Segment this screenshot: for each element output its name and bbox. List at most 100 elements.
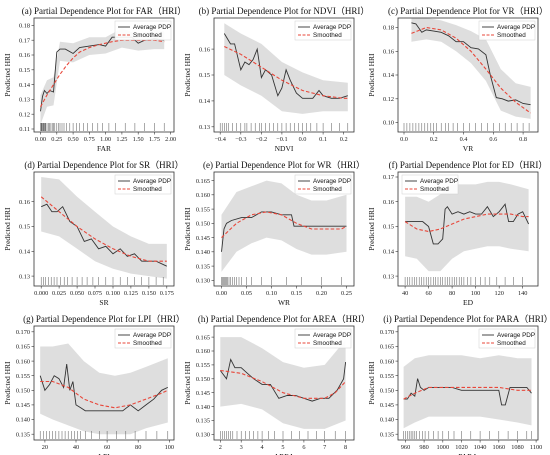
legend-label-pdp: Average PDP xyxy=(313,332,351,339)
legend-label-smoothed: Smoothed xyxy=(133,186,162,193)
series-smoothed xyxy=(40,196,167,262)
x-tick-label: 0.00 xyxy=(35,136,46,143)
x-tick-label: 20 xyxy=(42,444,48,451)
y-tick-label: 0.160 xyxy=(16,358,30,365)
x-tick-label: 0.8 xyxy=(519,136,527,143)
x-tick-label: 0.4 xyxy=(460,136,469,143)
y-tick-label: 0.12 xyxy=(383,96,394,103)
y-tick-label: 0.160 xyxy=(380,358,394,365)
x-tick-label: 0.0 xyxy=(400,136,408,143)
x-tick-label: 0.75 xyxy=(84,136,95,143)
x-tick-label: 40 xyxy=(73,444,79,451)
x-tick-label: 0.00 xyxy=(216,290,227,297)
y-tick-label: 0.165 xyxy=(380,344,394,351)
confidence-band xyxy=(40,343,168,435)
legend-label-pdp: Average PDP xyxy=(420,178,458,185)
x-tick-label: −0.2 xyxy=(256,136,267,143)
x-tick-label: 100 xyxy=(165,444,174,451)
x-tick-label: 1.75 xyxy=(149,136,160,143)
y-tick-label: 0.16 xyxy=(383,199,394,206)
x-tick-label: 0.025 xyxy=(52,290,66,297)
x-tick-label: 0.10 xyxy=(266,290,277,297)
x-tick-label: 60 xyxy=(104,444,110,451)
x-tick-label: 4 xyxy=(261,444,265,451)
chart-panel: (d) Partial Dependence Plot for SR（HRI） 0… xyxy=(3,160,184,307)
x-axis-label: NDVI xyxy=(275,144,294,153)
x-tick-label: 0.15 xyxy=(291,290,302,297)
chart-panel: (b) Partial Dependence Plot for NDVI（HRI… xyxy=(183,6,369,153)
y-tick-label: 0.16 xyxy=(199,46,210,53)
legend-label-smoothed: Smoothed xyxy=(313,32,342,39)
y-tick-label: 0.150 xyxy=(380,388,394,395)
x-tick-label: 1.50 xyxy=(133,136,144,143)
confidence-band xyxy=(220,337,346,429)
y-tick-label: 0.135 xyxy=(16,431,30,438)
y-tick-label: 0.140 xyxy=(196,249,210,256)
series-average-pdp xyxy=(403,378,532,406)
legend-label-pdp: Average PDP xyxy=(133,178,171,185)
legend-label-smoothed: Smoothed xyxy=(497,32,526,39)
y-tick-label: 0.15 xyxy=(19,67,30,74)
x-tick-label: 0.20 xyxy=(316,290,327,297)
x-tick-label: 0.000 xyxy=(34,290,48,297)
y-tick-label: 0.130 xyxy=(196,432,210,439)
x-tick-label: 0.05 xyxy=(241,290,252,297)
y-tick-label: 0.16 xyxy=(19,199,30,206)
y-axis-label: Predicted HRI xyxy=(367,207,376,251)
chart-panel: (a) Partial Dependence Plot for FAR（HRI）… xyxy=(3,6,186,153)
legend-label-pdp: Average PDP xyxy=(133,24,171,31)
y-tick-label: 0.14 xyxy=(383,72,395,79)
y-tick-label: 0.170 xyxy=(16,329,30,336)
x-tick-label: 0.0 xyxy=(299,136,307,143)
x-tick-label: 40 xyxy=(402,290,408,297)
x-tick-label: 1080 xyxy=(511,444,524,451)
x-tick-label: 140 xyxy=(518,290,527,297)
legend-label-smoothed: Smoothed xyxy=(420,186,449,193)
series-smoothed xyxy=(411,26,531,114)
series-smoothed xyxy=(220,369,347,399)
x-tick-label: 0.25 xyxy=(51,136,62,143)
y-axis-label: Predicted HRI xyxy=(183,53,192,97)
y-tick-label: 0.130 xyxy=(196,278,210,285)
y-axis-label: Predicted HRI xyxy=(183,361,192,405)
x-axis-label: ED xyxy=(463,298,474,307)
y-tick-label: 0.145 xyxy=(380,402,394,409)
y-tick-label: 0.16 xyxy=(19,52,30,59)
x-tick-label: 0.075 xyxy=(88,290,102,297)
y-tick-label: 0.145 xyxy=(196,235,210,242)
y-tick-label: 0.14 xyxy=(383,249,395,256)
y-tick-label: 0.15 xyxy=(383,224,394,231)
plot-frame xyxy=(33,171,175,287)
x-tick-label: 1.25 xyxy=(116,136,127,143)
x-tick-label: 0.125 xyxy=(124,290,138,297)
panel-title: (i) Partial Dependence Plot for PARA（HRI… xyxy=(383,314,550,324)
x-axis-label: WR xyxy=(278,298,290,307)
series-smoothed xyxy=(404,213,529,233)
chart-panel: (f) Partial Dependence Plot for ED（HRI） 4… xyxy=(367,160,547,307)
x-axis-label: VR xyxy=(463,144,473,153)
plot-frame xyxy=(33,325,175,441)
y-tick-label: 0.145 xyxy=(16,402,30,409)
x-tick-label: 1100 xyxy=(530,444,542,451)
x-axis-label: AREA xyxy=(274,452,295,455)
y-tick-label: 0.170 xyxy=(380,329,394,336)
x-tick-label: 7 xyxy=(323,444,326,451)
confidence-band xyxy=(41,177,167,279)
y-tick-label: 0.155 xyxy=(16,373,30,380)
y-tick-label: 0.17 xyxy=(19,37,30,44)
x-tick-label: −0.3 xyxy=(235,136,246,143)
y-tick-label: 0.11 xyxy=(19,126,30,133)
x-tick-label: 1.00 xyxy=(100,136,111,143)
x-tick-label: 0.150 xyxy=(142,290,156,297)
y-axis-label: Predicted HRI xyxy=(3,53,12,97)
series-average-pdp xyxy=(40,36,165,112)
legend-label-smoothed: Smoothed xyxy=(133,340,162,347)
chart-panel: (g) Partial Dependence Plot for LPI（HRI）… xyxy=(3,314,185,455)
y-tick-label: 0.160 xyxy=(196,348,210,355)
